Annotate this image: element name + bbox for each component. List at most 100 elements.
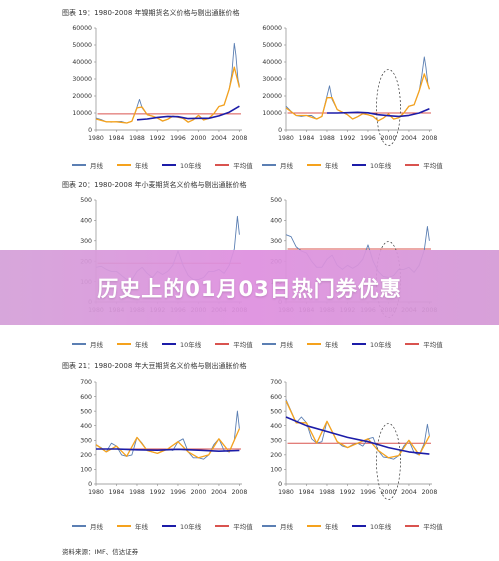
x-tick-label: 2004 <box>211 135 227 142</box>
series-line-monthly <box>285 56 430 122</box>
highlight-ellipse <box>376 69 401 146</box>
legend-item-tenyear: 10年线 <box>162 339 201 349</box>
y-tick-label: 60000 <box>262 25 282 32</box>
x-tick-label: 1980 <box>88 489 104 496</box>
y-tick-label: 50000 <box>262 42 282 49</box>
y-tick-label: 50000 <box>72 42 92 49</box>
x-tick-label: 1988 <box>319 489 335 496</box>
x-tick-label: 2004 <box>401 135 417 142</box>
legend-item-annual: 年线 <box>307 339 338 349</box>
legend-item-tenyear: 10年线 <box>352 160 391 170</box>
x-tick-label: 2000 <box>381 135 397 142</box>
legend-item-tenyear: 10年线 <box>162 521 201 531</box>
y-tick-label: 300 <box>80 437 92 444</box>
x-tick-label: 2004 <box>211 489 227 496</box>
chart-soybean-real: 0 100 200 300 400 500 600 700 1980 1984 1988 1992 19… <box>270 379 438 500</box>
x-tick-label: 2004 <box>401 489 417 496</box>
highlight-ellipse <box>376 423 401 500</box>
y-tick-label: 700 <box>80 379 92 386</box>
x-tick-label: 1984 <box>109 489 125 496</box>
chart-soybean-nominal: 0 100 200 300 400 500 600 700 1980 1984 1988 1992 19… <box>80 379 247 496</box>
x-tick-label: 2000 <box>381 489 397 496</box>
promo-banner-background <box>0 250 499 325</box>
y-tick-label: 400 <box>80 423 92 430</box>
x-tick-label: 2008 <box>422 489 438 496</box>
legend-item-tenyear: 10年线 <box>352 339 391 349</box>
y-tick-label: 60000 <box>72 25 92 32</box>
x-tick-label: 1980 <box>278 135 294 142</box>
series-line-annual <box>285 400 430 459</box>
legend-right-20: 月线 年线 10年线 平均值 <box>262 339 457 349</box>
legend-left-21: 月线 年线 10年线 平均值 <box>72 521 267 531</box>
legend-left-20: 月线 年线 10年线 平均值 <box>72 339 267 349</box>
y-tick-label: 20000 <box>72 93 92 100</box>
legend-item-tenyear: 10年线 <box>162 160 201 170</box>
y-tick-label: 40000 <box>262 59 282 66</box>
y-tick-label: 30000 <box>72 76 92 83</box>
series-line-tenyear <box>285 416 430 455</box>
y-tick-label: 20000 <box>262 93 282 100</box>
x-tick-label: 1984 <box>109 135 125 142</box>
legend-item-mean: 平均值 <box>405 521 443 531</box>
chart-nickel-nominal: 0 10000 20000 30000 40000 50000 60000 1980 1984 1… <box>72 25 248 142</box>
legend-item-mean: 平均值 <box>215 339 253 349</box>
legend-item-monthly: 月线 <box>262 160 293 170</box>
y-tick-label: 100 <box>80 467 92 474</box>
legend-item-mean: 平均值 <box>405 160 443 170</box>
x-tick-label: 2008 <box>232 135 248 142</box>
y-tick-label: 500 <box>80 408 92 415</box>
x-tick-label: 2000 <box>191 135 207 142</box>
legend-item-annual: 年线 <box>117 339 148 349</box>
series-line-tenyear <box>327 108 430 118</box>
y-tick-label: 30000 <box>262 76 282 83</box>
y-tick-label: 100 <box>270 467 282 474</box>
y-tick-label: 0 <box>278 127 282 134</box>
legend-item-annual: 年线 <box>117 521 148 531</box>
x-tick-label: 1980 <box>278 489 294 496</box>
y-tick-label: 400 <box>270 423 282 430</box>
legend-item-monthly: 月线 <box>72 339 103 349</box>
chart-nickel-real: 0 10000 20000 30000 40000 50000 60000 1980 1984 1… <box>262 25 438 146</box>
figure-title-21: 图表 21：1980-2008 年大豆期货名义价格与剔出通胀价格 <box>62 362 247 370</box>
y-tick-label: 200 <box>270 452 282 459</box>
series-line-monthly <box>95 410 240 460</box>
source-note: 资料来源：IMF、信达证券 <box>62 548 139 556</box>
x-tick-label: 1984 <box>299 135 315 142</box>
y-tick-label: 200 <box>80 452 92 459</box>
series-line-annual <box>285 73 431 122</box>
y-tick-label: 400 <box>270 218 282 225</box>
x-tick-label: 1988 <box>129 489 145 496</box>
legend-item-monthly: 月线 <box>262 521 293 531</box>
legend-item-mean: 平均值 <box>405 339 443 349</box>
x-tick-label: 2008 <box>422 135 438 142</box>
y-tick-label: 500 <box>270 197 282 204</box>
promo-banner-title[interactable]: 历史上的01月03日热门券优惠 <box>97 276 402 301</box>
legend-item-mean: 平均值 <box>215 521 253 531</box>
y-tick-label: 500 <box>270 408 282 415</box>
y-tick-label: 400 <box>80 218 92 225</box>
y-tick-label: 300 <box>80 238 92 245</box>
x-tick-label: 1992 <box>340 489 356 496</box>
legend-item-annual: 年线 <box>117 160 148 170</box>
y-tick-label: 10000 <box>262 110 282 117</box>
x-tick-label: 1980 <box>88 135 104 142</box>
legend-item-tenyear: 10年线 <box>352 521 391 531</box>
series-line-annual <box>95 66 241 124</box>
y-tick-label: 0 <box>278 481 282 488</box>
figure-title-20: 图表 20：1980-2008 年小麦期货名义价格与剔出通胀价格 <box>62 181 247 189</box>
y-tick-label: 0 <box>88 481 92 488</box>
legend-item-annual: 年线 <box>307 521 338 531</box>
y-tick-label: 0 <box>88 127 92 134</box>
legend-item-monthly: 月线 <box>262 339 293 349</box>
x-tick-label: 1996 <box>360 489 376 496</box>
x-tick-label: 1996 <box>360 135 376 142</box>
y-tick-label: 600 <box>80 394 92 401</box>
legend-item-mean: 平均值 <box>215 160 253 170</box>
x-tick-label: 1996 <box>170 489 186 496</box>
legend-right-21: 月线 年线 10年线 平均值 <box>262 521 457 531</box>
x-tick-label: 1988 <box>129 135 145 142</box>
series-line-monthly <box>95 42 240 124</box>
figure-title-19: 图表 19：1980-2008 年镍期货名义价格与剔出通胀价格 <box>62 9 240 17</box>
y-tick-label: 500 <box>80 197 92 204</box>
